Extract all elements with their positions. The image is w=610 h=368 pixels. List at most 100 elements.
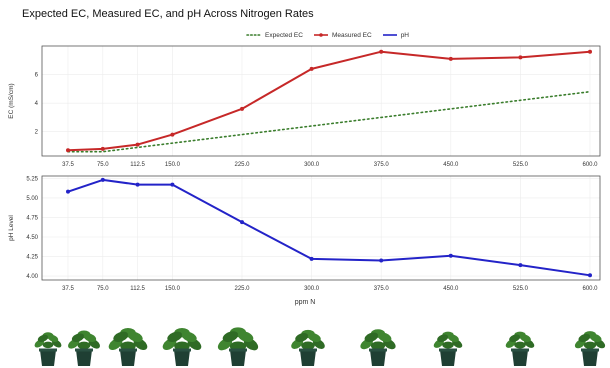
x-tick-label: 300.0 <box>304 162 320 168</box>
plant-leaf <box>181 331 197 342</box>
x-tick-label: 450.0 <box>443 162 459 168</box>
legend-key-line <box>382 34 397 36</box>
plant-icon <box>360 329 396 366</box>
plot-area <box>42 46 600 156</box>
legend: Expected EC Measured EC pH <box>246 28 409 42</box>
chart-panel-2: 4.00 4.25 4.50 4.75 5.00 5.25 37.5 75.0 112.5 150… <box>8 175 601 292</box>
plant-pot-rim <box>299 348 317 352</box>
plant-leaf <box>47 334 59 342</box>
plant-pot <box>512 350 528 366</box>
x-axis-title: ppm N <box>294 299 316 306</box>
plant-icon <box>162 328 202 366</box>
x-tick-label: 75.0 <box>97 286 109 292</box>
plant-leaf <box>237 331 254 342</box>
y-tick-label: 4.25 <box>26 255 38 261</box>
data-point-measured-ec <box>309 66 314 71</box>
plant-leaf <box>120 341 136 351</box>
data-point-measured-ec <box>135 142 140 147</box>
plant-pot-rim <box>439 348 457 352</box>
plant-pot-rim <box>229 348 247 352</box>
plant-leaf <box>447 334 459 342</box>
plant-icon <box>291 329 325 366</box>
data-point-ph <box>518 263 523 268</box>
y-axis-title: EC (mS/cm) <box>8 83 15 118</box>
x-tick-label: 450.0 <box>443 286 459 292</box>
plant-pot <box>120 350 136 366</box>
series-line-measured-ec <box>67 50 591 152</box>
x-tick-label: 375.0 <box>374 286 390 292</box>
y-tick-label: 4.00 <box>26 274 38 280</box>
data-point-ph <box>66 189 70 194</box>
plant-leaf <box>307 333 321 342</box>
plant-leaf <box>222 331 239 342</box>
plot-frame <box>41 45 601 157</box>
data-point-ph <box>379 258 384 263</box>
legend-label: pH <box>400 31 409 39</box>
plant-icon <box>433 331 463 366</box>
plant-leaf <box>437 334 449 342</box>
plant-pot-rim <box>39 348 57 352</box>
plant-icon <box>34 332 62 366</box>
x-tick-label: 37.5 <box>62 286 74 292</box>
plant-leaf <box>113 331 129 342</box>
plant-leaf <box>301 341 315 350</box>
plant-icon <box>68 330 100 366</box>
x-tick-label: 112.5 <box>130 286 145 292</box>
data-point-ph <box>588 273 592 278</box>
y-tick-label: 2 <box>35 130 39 136</box>
x-tick-label: 525.0 <box>513 162 529 168</box>
x-tick-label: 37.5 <box>62 162 74 168</box>
plant-leaf <box>77 341 91 350</box>
data-point-ph <box>135 182 140 187</box>
plant-pot <box>582 350 598 366</box>
charts-canvas: 2 4 6 37.5 75.0 112.5 150.0 225.0 300.0 375.0 450.… <box>8 45 601 292</box>
x-tick-label: 75.0 <box>97 162 109 168</box>
y-tick-label: 4.75 <box>26 215 38 221</box>
legend-key-dotted <box>246 34 262 36</box>
x-tick-label: 150.0 <box>165 286 181 292</box>
plant-leaf <box>174 341 190 351</box>
plant-leaf <box>71 333 85 342</box>
plant-pot <box>440 350 456 366</box>
plant-leaf <box>127 331 143 342</box>
plant-pot-rim <box>369 348 387 352</box>
plant-pot <box>230 350 246 366</box>
data-point-measured-ec <box>518 55 523 60</box>
y-tick-label: 5.25 <box>26 176 38 182</box>
legend-item-ph: pH <box>382 31 409 39</box>
plant-leaf <box>42 341 54 349</box>
plant-icon <box>108 328 148 366</box>
x-tick-label: 112.5 <box>130 162 145 168</box>
y-tick-label: 4.50 <box>26 235 38 241</box>
series-line-ph <box>67 178 591 277</box>
plant-leaf <box>589 333 602 342</box>
plant-leaf <box>514 341 526 349</box>
x-tick-label: 600.0 <box>582 162 598 168</box>
plant-leaf <box>370 341 386 351</box>
x-tick-label: 375.0 <box>374 162 390 168</box>
plant-pot-rim <box>511 348 529 352</box>
plant-pot-rim <box>75 348 93 352</box>
data-point-ph <box>309 256 314 261</box>
plant-icon <box>505 331 535 366</box>
x-tick-label: 300.0 <box>304 286 320 292</box>
plant-pot <box>370 350 386 366</box>
legend-label: Measured EC <box>331 31 372 39</box>
plant-leaf <box>583 341 597 349</box>
x-tick-label: 225.0 <box>234 286 250 292</box>
plant-leaf <box>364 332 379 342</box>
plant-leaf <box>83 333 97 342</box>
plant-pot <box>300 350 316 366</box>
plot-frame <box>41 175 601 281</box>
chart-title: Expected EC, Measured EC, and pH Across … <box>22 8 314 20</box>
x-tick-label: 225.0 <box>234 162 250 168</box>
y-tick-label: 5.00 <box>26 196 38 202</box>
x-tick-label: 600.0 <box>582 286 598 292</box>
plant-leaf <box>37 334 49 342</box>
legend-label: Expected EC <box>265 31 303 39</box>
plant-leaf <box>295 333 309 342</box>
plant-pot <box>40 350 56 366</box>
legend-key-line-point <box>313 33 328 37</box>
data-point-measured-ec <box>588 49 592 54</box>
legend-item-expected-ec: Expected EC <box>246 31 303 39</box>
